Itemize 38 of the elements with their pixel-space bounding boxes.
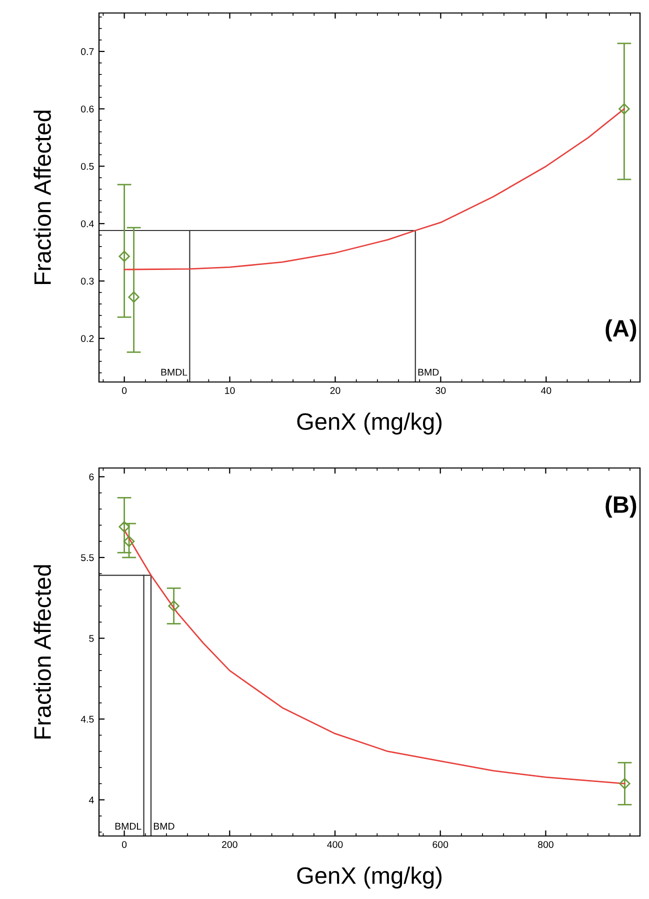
x-tick-label: 0: [122, 841, 127, 848]
x-tick-label: 0: [122, 387, 127, 394]
point: [618, 103, 630, 114]
y-tick-label: 0.5: [81, 162, 94, 170]
point: [118, 521, 130, 532]
y-tick-label: 5: [89, 635, 94, 642]
x-tick-label: 400: [327, 841, 343, 848]
x-axis-title: GenX (mg/kg): [297, 412, 442, 435]
y-tick-label: 4.5: [80, 716, 94, 723]
x-tick-label: 40: [540, 387, 552, 394]
y-tick-label: 6: [89, 473, 94, 480]
point: [619, 778, 630, 790]
ref-line-label: BMDL: [161, 368, 188, 376]
point: [123, 536, 135, 547]
point: [168, 600, 180, 612]
point: [118, 250, 130, 262]
ref-line-label: BMD: [418, 368, 439, 376]
y-tick-label: 0.4: [81, 220, 94, 228]
x-tick-label: 20: [330, 387, 340, 394]
annotation: (B): [606, 496, 636, 518]
y-tick-label: 4: [88, 796, 94, 804]
x-axis-title: GenX (mg/kg): [297, 866, 442, 889]
x-tick-label: 200: [222, 841, 238, 848]
y-tick-label: 0.2: [81, 335, 94, 342]
ref-line-label: BMD: [154, 822, 174, 830]
x-tick-label: 10: [225, 387, 235, 394]
x-tick-label: 800: [538, 841, 554, 848]
ref-line-label: BMDL: [115, 822, 142, 830]
y-tick-label: 0.7: [81, 48, 94, 56]
y-tick-label: 0.3: [81, 278, 94, 285]
x-tick-label: 30: [436, 387, 446, 394]
y-tick-label: 0.6: [81, 106, 94, 112]
x-tick-label: 600: [432, 841, 448, 848]
annotation: (A): [606, 319, 636, 342]
point: [128, 291, 140, 303]
y-tick-label: 5.5: [81, 554, 94, 562]
y-axis-title: Fraction Affected: [34, 110, 51, 284]
y-axis-title: Fraction Affected: [34, 565, 51, 738]
